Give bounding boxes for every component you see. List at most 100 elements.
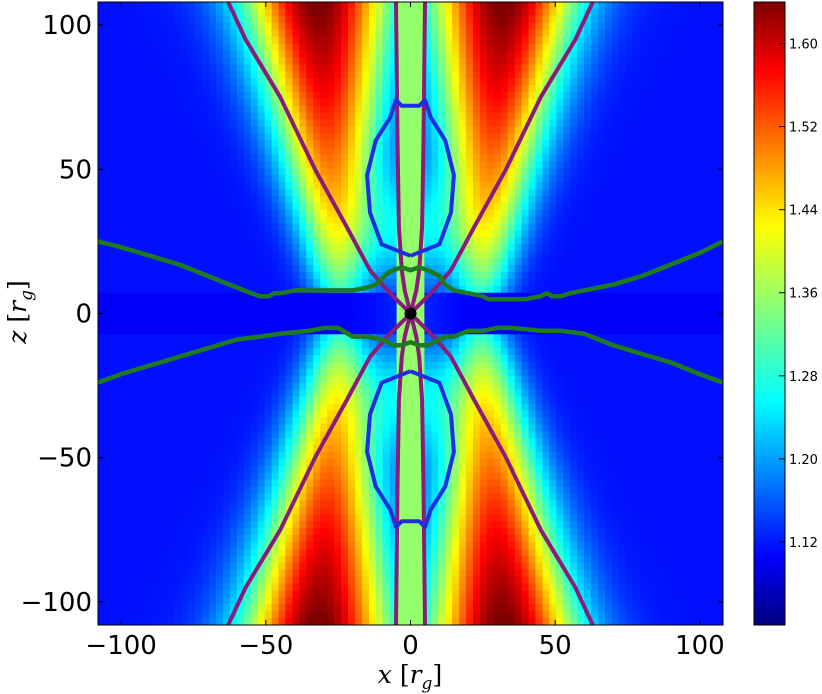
heatmap-cell bbox=[264, 348, 273, 356]
heatmap-cell bbox=[452, 514, 460, 522]
heatmap-cell bbox=[167, 161, 175, 169]
heatmap-cell bbox=[250, 181, 259, 190]
heatmap-cell bbox=[354, 486, 363, 495]
heatmap-cell bbox=[167, 611, 175, 619]
heatmap-cell bbox=[327, 98, 335, 107]
heatmap-cell bbox=[320, 292, 328, 301]
heatmap-cell bbox=[132, 507, 141, 515]
heatmap-cell bbox=[445, 541, 453, 550]
heatmap-cell bbox=[271, 541, 280, 550]
heatmap-cell bbox=[292, 195, 300, 204]
heatmap-cell bbox=[264, 597, 273, 605]
heatmap-cell bbox=[354, 50, 363, 58]
heatmap-cell bbox=[431, 458, 439, 467]
heatmap-cell bbox=[459, 271, 467, 280]
heatmap-cell bbox=[410, 555, 419, 564]
heatmap-cell bbox=[313, 562, 321, 571]
heatmap-cell bbox=[146, 181, 155, 190]
heatmap-cell bbox=[181, 562, 189, 571]
heatmap-cell bbox=[257, 271, 266, 280]
heatmap-cell bbox=[368, 8, 377, 17]
heatmap-cell bbox=[389, 555, 398, 564]
heatmap-cell bbox=[160, 576, 169, 585]
heatmap-cell bbox=[188, 472, 196, 481]
heatmap-cell bbox=[403, 583, 412, 591]
heatmap-cell bbox=[466, 521, 474, 529]
heatmap-cell bbox=[473, 265, 481, 273]
heatmap-cell bbox=[250, 237, 259, 245]
heatmap-cell bbox=[153, 555, 162, 564]
heatmap-cell bbox=[160, 133, 169, 142]
heatmap-cell bbox=[174, 451, 182, 460]
heatmap-cell bbox=[354, 43, 363, 52]
heatmap-cell bbox=[160, 2, 169, 10]
heatmap-cell bbox=[236, 555, 245, 564]
heatmap-cell bbox=[174, 555, 182, 564]
heatmap-cell bbox=[431, 521, 439, 529]
heatmap-cell bbox=[216, 486, 224, 495]
heatmap-cell bbox=[459, 202, 467, 211]
heatmap-cell bbox=[424, 133, 432, 142]
heatmap-cell bbox=[257, 29, 266, 38]
heatmap-cell bbox=[257, 382, 266, 391]
heatmap-cell bbox=[188, 140, 196, 148]
heatmap-cell bbox=[410, 50, 419, 58]
heatmap-cell bbox=[236, 71, 245, 79]
heatmap-cell bbox=[417, 472, 425, 481]
heatmap-cell bbox=[368, 521, 377, 529]
heatmap-cell bbox=[98, 465, 106, 474]
heatmap-cell bbox=[368, 36, 377, 45]
heatmap-cell bbox=[160, 535, 169, 543]
heatmap-cell bbox=[375, 209, 384, 218]
heatmap-cell bbox=[278, 258, 287, 266]
heatmap-cell bbox=[313, 175, 321, 183]
heatmap-cell bbox=[396, 479, 405, 488]
heatmap-cell bbox=[167, 22, 175, 31]
heatmap-cell bbox=[368, 78, 377, 86]
heatmap-cell bbox=[146, 285, 155, 294]
heatmap-cell bbox=[153, 458, 162, 467]
heatmap-cell bbox=[125, 334, 134, 342]
heatmap-cell bbox=[361, 514, 370, 522]
heatmap-cell bbox=[243, 410, 252, 418]
heatmap-cell bbox=[146, 216, 155, 225]
heatmap-cell bbox=[216, 161, 224, 169]
heatmap-cell bbox=[146, 597, 155, 605]
heatmap-cell bbox=[417, 64, 425, 72]
heatmap-cell bbox=[479, 306, 488, 315]
heatmap-cell bbox=[375, 541, 384, 550]
heatmap-cell bbox=[459, 535, 467, 543]
heatmap-cell bbox=[334, 348, 342, 356]
heatmap-cell bbox=[452, 604, 460, 612]
heatmap-cell bbox=[236, 389, 245, 398]
heatmap-cell bbox=[209, 569, 217, 578]
heatmap-cell bbox=[236, 195, 245, 204]
heatmap-cell bbox=[354, 514, 363, 522]
heatmap-cell bbox=[181, 583, 189, 591]
heatmap-cell bbox=[209, 209, 217, 218]
heatmap-cell bbox=[285, 126, 294, 135]
heatmap-cell bbox=[146, 514, 155, 522]
heatmap-cell bbox=[375, 119, 384, 128]
heatmap-cell bbox=[153, 285, 162, 294]
heatmap-cell bbox=[195, 618, 203, 625]
heatmap-cell bbox=[104, 320, 113, 328]
heatmap-cell bbox=[403, 410, 412, 418]
heatmap-cell bbox=[243, 57, 252, 65]
heatmap-cell bbox=[139, 271, 148, 280]
heatmap-cell bbox=[361, 195, 370, 204]
heatmap-cell bbox=[153, 126, 162, 135]
heatmap-cell bbox=[403, 278, 412, 287]
heatmap-cell bbox=[257, 535, 266, 543]
heatmap-cell bbox=[202, 382, 210, 391]
heatmap-cell bbox=[466, 562, 474, 571]
heatmap-cell bbox=[410, 230, 419, 238]
heatmap-cell bbox=[104, 195, 113, 204]
heatmap-cell bbox=[111, 348, 120, 356]
heatmap-cell bbox=[104, 15, 113, 24]
heatmap-cell bbox=[202, 417, 210, 425]
heatmap-cell bbox=[479, 154, 488, 162]
heatmap-cell bbox=[306, 2, 314, 10]
heatmap-cell bbox=[202, 161, 210, 169]
heatmap-cell bbox=[202, 597, 210, 605]
